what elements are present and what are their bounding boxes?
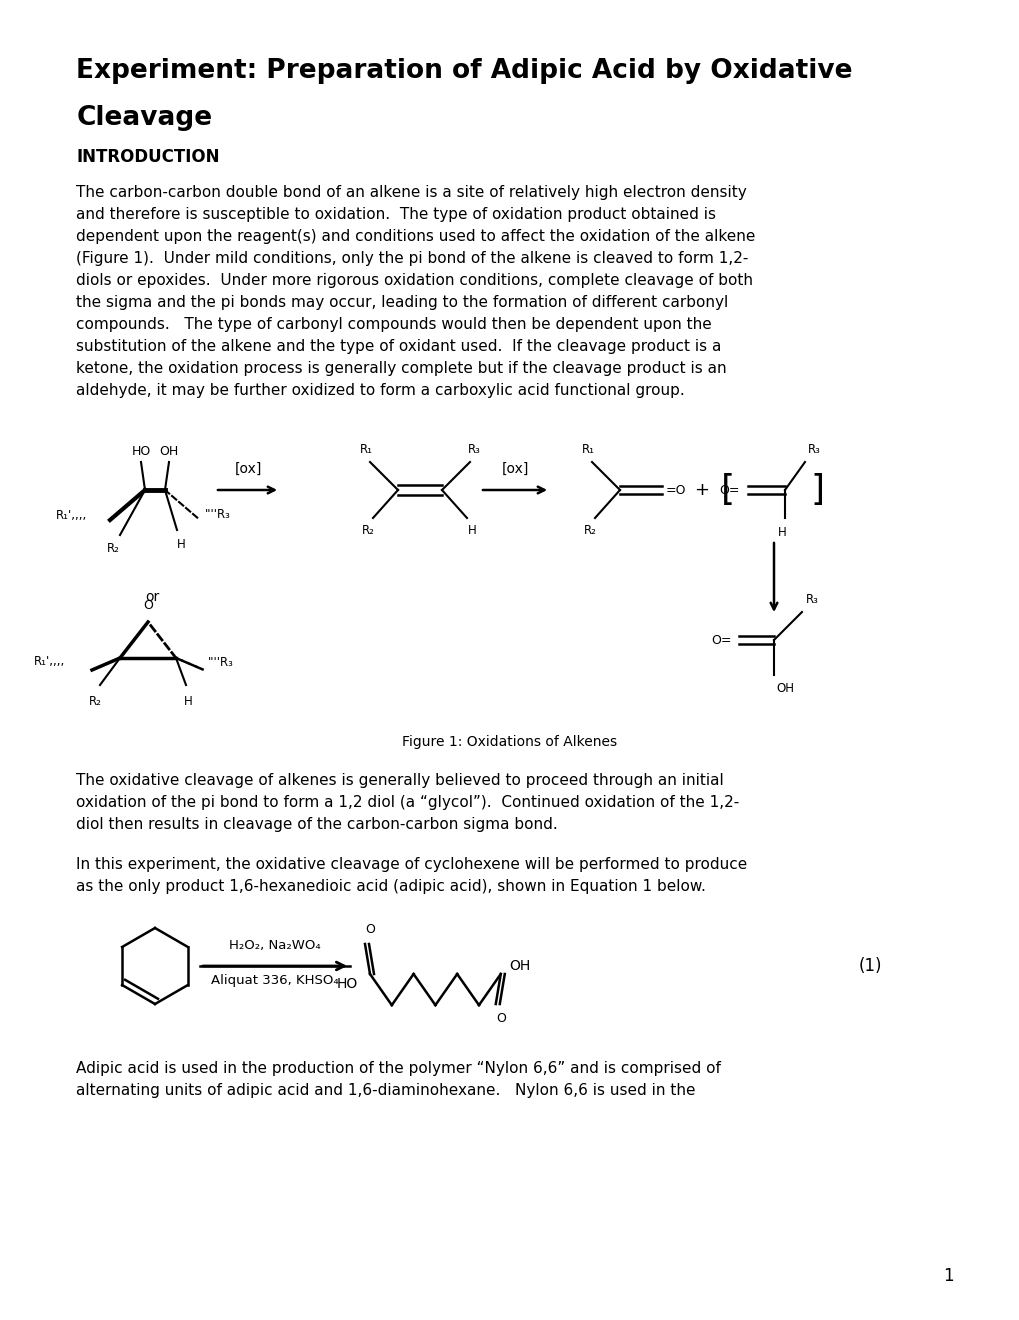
Text: the sigma and the pi bonds may occur, leading to the formation of different carb: the sigma and the pi bonds may occur, le… xyxy=(76,294,728,310)
Text: ketone, the oxidation process is generally complete but if the cleavage product : ketone, the oxidation process is general… xyxy=(76,360,727,376)
Text: R₁',,,,: R₁',,,, xyxy=(56,508,87,521)
Text: ''''R₃: ''''R₃ xyxy=(208,656,233,668)
Text: [ox]: [ox] xyxy=(234,462,262,477)
Text: INTRODUCTION: INTRODUCTION xyxy=(76,148,220,166)
Text: R₃: R₃ xyxy=(807,444,820,455)
Text: H: H xyxy=(467,524,476,537)
Text: Adipic acid is used in the production of the polymer “Nylon 6,6” and is comprise: Adipic acid is used in the production of… xyxy=(76,1061,720,1076)
Text: diols or epoxides.  Under more rigorous oxidation conditions, complete cleavage : diols or epoxides. Under more rigorous o… xyxy=(76,273,753,288)
Text: R₂: R₂ xyxy=(106,543,119,554)
Text: O: O xyxy=(495,1012,505,1026)
Text: O=: O= xyxy=(718,483,739,496)
Text: (Figure 1).  Under mild conditions, only the pi bond of the alkene is cleaved to: (Figure 1). Under mild conditions, only … xyxy=(76,251,748,267)
Text: H: H xyxy=(776,525,786,539)
Text: =O: =O xyxy=(665,483,686,496)
Text: ]: ] xyxy=(810,473,824,507)
Text: Experiment: Preparation of Adipic Acid by Oxidative: Experiment: Preparation of Adipic Acid b… xyxy=(76,58,852,84)
Text: alternating units of adipic acid and 1,6-diaminohexane.   Nylon 6,6 is used in t: alternating units of adipic acid and 1,6… xyxy=(76,1082,695,1098)
Text: H: H xyxy=(183,696,193,708)
Text: oxidation of the pi bond to form a 1,2 diol (a “glycol”).  Continued oxidation o: oxidation of the pi bond to form a 1,2 d… xyxy=(76,795,739,810)
Text: Figure 1: Oxidations of Alkenes: Figure 1: Oxidations of Alkenes xyxy=(403,735,616,748)
Text: R₂: R₂ xyxy=(89,696,101,708)
Text: OH: OH xyxy=(775,682,793,696)
Text: HO: HO xyxy=(131,445,151,458)
Text: Cleavage: Cleavage xyxy=(76,106,212,131)
Text: aldehyde, it may be further oxidized to form a carboxylic acid functional group.: aldehyde, it may be further oxidized to … xyxy=(76,383,685,399)
Text: as the only product 1,6-hexanedioic acid (adipic acid), shown in Equation 1 belo: as the only product 1,6-hexanedioic acid… xyxy=(76,879,706,894)
Text: substitution of the alkene and the type of oxidant used.  If the cleavage produc: substitution of the alkene and the type … xyxy=(76,339,721,354)
Text: Aliquat 336, KHSO₄: Aliquat 336, KHSO₄ xyxy=(211,974,338,987)
Text: R₁: R₁ xyxy=(359,444,372,455)
Text: H₂O₂, Na₂WO₄: H₂O₂, Na₂WO₄ xyxy=(229,939,321,952)
Text: O: O xyxy=(365,923,375,936)
Text: compounds.   The type of carbonyl compounds would then be dependent upon the: compounds. The type of carbonyl compound… xyxy=(76,317,711,333)
Text: O: O xyxy=(143,599,153,612)
Text: R₂: R₂ xyxy=(583,524,596,537)
Text: R₃: R₃ xyxy=(467,444,480,455)
Text: or: or xyxy=(145,590,159,605)
Text: +: + xyxy=(694,480,709,499)
Text: R₃: R₃ xyxy=(805,593,818,606)
Text: dependent upon the reagent(s) and conditions used to affect the oxidation of the: dependent upon the reagent(s) and condit… xyxy=(76,228,755,244)
Text: The carbon-carbon double bond of an alkene is a site of relatively high electron: The carbon-carbon double bond of an alke… xyxy=(76,185,747,201)
Text: ''''R₃: ''''R₃ xyxy=(205,508,230,521)
Text: [: [ xyxy=(720,473,735,507)
Text: O=: O= xyxy=(711,634,732,647)
Text: 1: 1 xyxy=(943,1267,953,1284)
Text: OH: OH xyxy=(508,960,530,973)
Text: H: H xyxy=(176,539,185,550)
Text: R₁',,,,: R₁',,,, xyxy=(34,656,65,668)
Text: HO: HO xyxy=(336,977,358,991)
Text: and therefore is susceptible to oxidation.  The type of oxidation product obtain: and therefore is susceptible to oxidatio… xyxy=(76,207,715,222)
Text: The oxidative cleavage of alkenes is generally believed to proceed through an in: The oxidative cleavage of alkenes is gen… xyxy=(76,774,723,788)
Text: [ox]: [ox] xyxy=(500,462,528,477)
Text: R₁: R₁ xyxy=(581,444,594,455)
Text: (1): (1) xyxy=(857,957,880,975)
Text: OH: OH xyxy=(159,445,178,458)
Text: R₂: R₂ xyxy=(361,524,374,537)
Text: In this experiment, the oxidative cleavage of cyclohexene will be performed to p: In this experiment, the oxidative cleava… xyxy=(76,857,747,873)
Text: diol then results in cleavage of the carbon-carbon sigma bond.: diol then results in cleavage of the car… xyxy=(76,817,557,832)
